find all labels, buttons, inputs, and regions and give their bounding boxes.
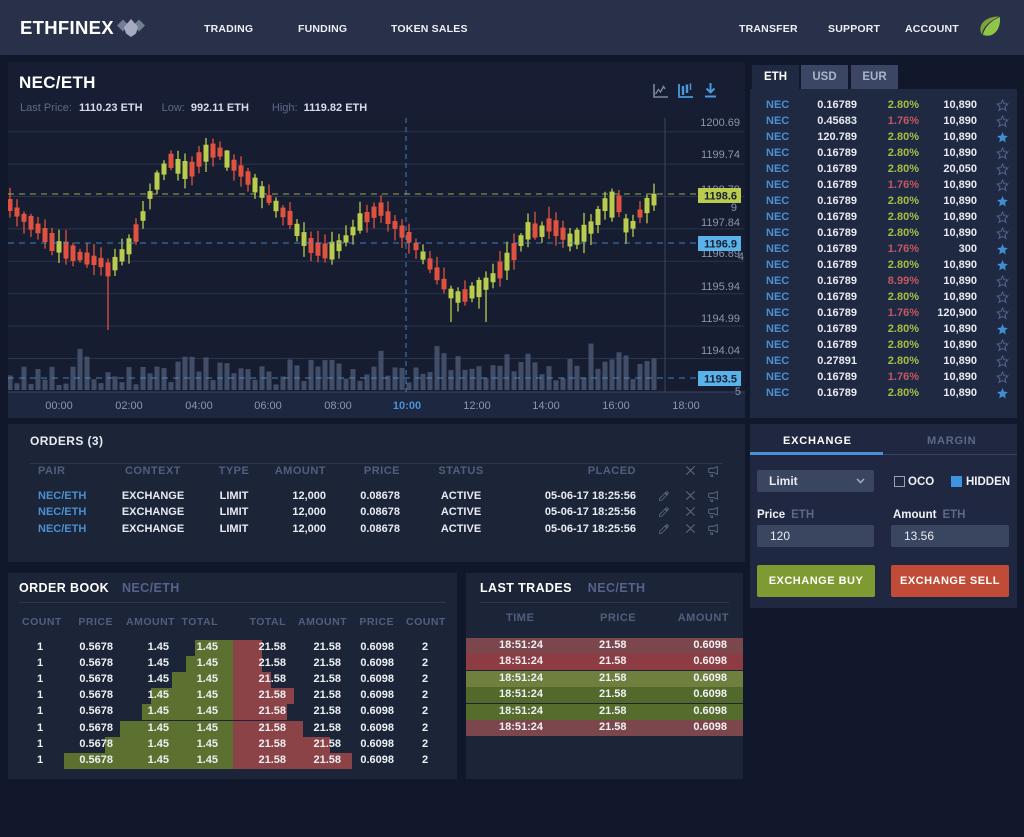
svg-text:1198.6: 1198.6 [704,191,737,203]
svg-text:18:00: 18:00 [672,400,700,412]
svg-text:1199.74: 1199.74 [701,149,740,161]
svg-text:12:00: 12:00 [463,400,491,412]
svg-text:06:00: 06:00 [254,400,282,412]
svg-text:1197.84: 1197.84 [701,217,740,229]
svg-text:14:00: 14:00 [532,400,560,412]
svg-text:04:00: 04:00 [185,400,213,412]
svg-text:5: 5 [735,386,741,398]
svg-text:1196.9: 1196.9 [704,239,737,251]
svg-text:1194.99: 1194.99 [701,313,740,325]
svg-text:10:00: 10:00 [393,400,421,412]
svg-text:1195.94: 1195.94 [701,281,740,293]
svg-text:00:00: 00:00 [45,400,73,412]
svg-text:02:00: 02:00 [115,400,143,412]
svg-text:1193.5: 1193.5 [704,374,737,386]
svg-text:9: 9 [731,202,737,214]
svg-text:08:00: 08:00 [324,400,352,412]
svg-text:1194.04: 1194.04 [701,345,740,357]
svg-text:1200.69: 1200.69 [700,118,740,129]
svg-text:16:00: 16:00 [602,400,630,412]
svg-text:4: 4 [738,251,744,263]
